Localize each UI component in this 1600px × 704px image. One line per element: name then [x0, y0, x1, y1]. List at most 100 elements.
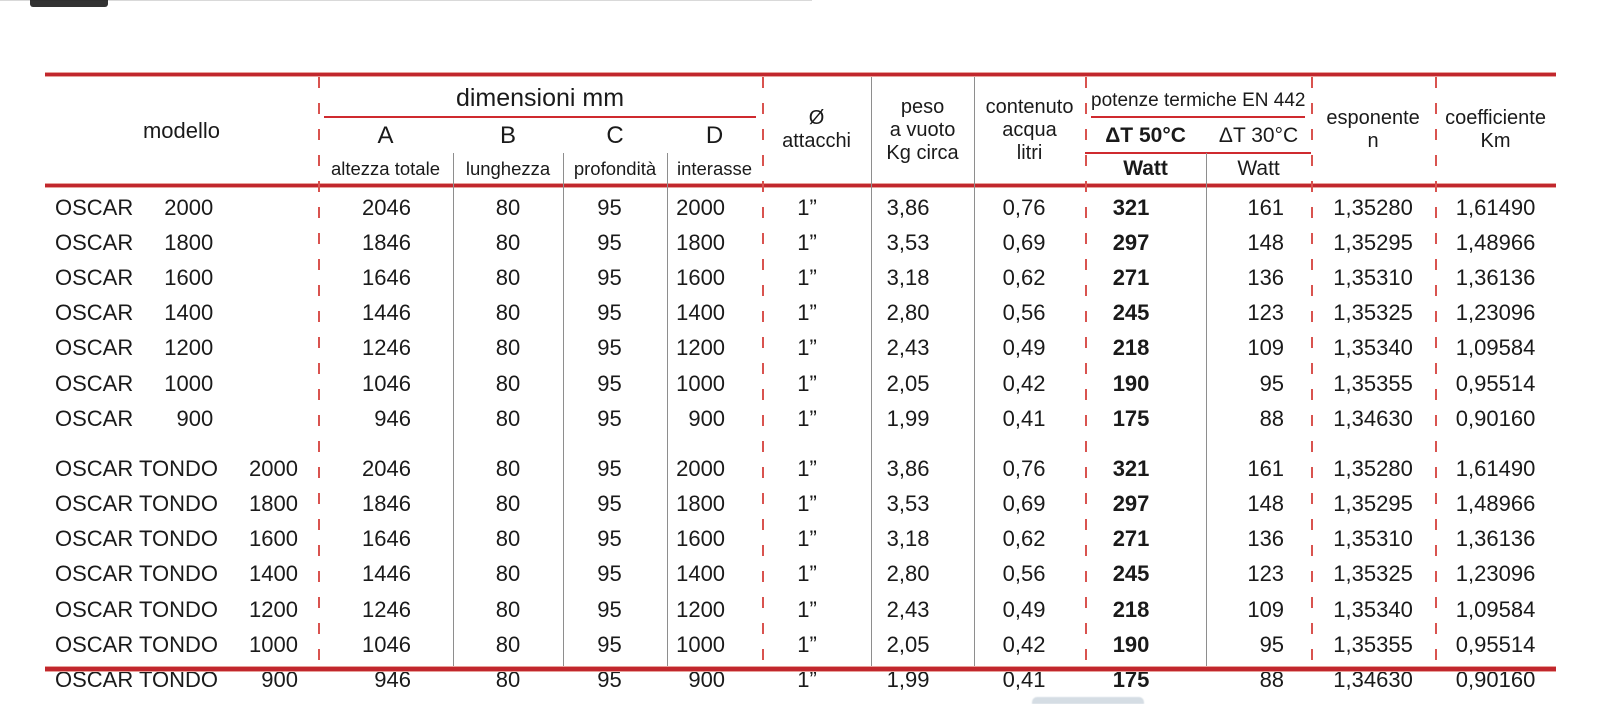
- header-potenze: potenze termiche EN 442: [1085, 77, 1311, 118]
- cell-watt-50: 218: [1112, 596, 1150, 622]
- cell-coefficiente: 1,23096: [1455, 300, 1536, 326]
- cell-interasse: 1400: [676, 561, 726, 587]
- cell-altezza: 1846: [362, 229, 411, 255]
- cell-interasse: 1200: [676, 596, 726, 622]
- column-separator-solid: [871, 77, 872, 666]
- cell-interasse: 1800: [676, 229, 726, 255]
- cell-model: OSCAR 1000: [45, 366, 318, 401]
- table-row: OSCAR TONDO 1000 1046 80 95 1000 1” 2,05 …: [45, 627, 1556, 662]
- cell-esponente: 1,35355: [1333, 631, 1413, 657]
- cell-profondita: 95: [597, 370, 622, 396]
- header-esponente: esponente n: [1311, 77, 1435, 183]
- cell-lunghezza: 80: [495, 526, 521, 552]
- cell-lunghezza: 80: [495, 596, 521, 622]
- cell-peso: 2,80: [886, 561, 930, 587]
- column-separator-dashed: [1311, 77, 1313, 666]
- header-dim-b: B: [499, 122, 516, 149]
- model-size: 1600: [164, 264, 214, 290]
- cell-profondita: 95: [597, 526, 622, 552]
- cell-watt-50: 175: [1112, 405, 1150, 431]
- model-size: 1000: [249, 631, 298, 657]
- cell-watt-50: 321: [1112, 455, 1150, 481]
- model-size: 1800: [164, 229, 214, 255]
- header-coefficiente: coefficiente Km: [1435, 77, 1556, 183]
- cell-lunghezza: 80: [495, 300, 521, 326]
- cell-contenuto: 0,56: [1002, 561, 1046, 587]
- cell-peso: 2,43: [886, 335, 930, 361]
- cell-interasse: 1400: [676, 300, 726, 326]
- model-size: 1400: [249, 561, 298, 587]
- cell-watt-30: 95: [1259, 631, 1285, 657]
- column-separator-solid: [563, 153, 564, 666]
- cell-lunghezza: 80: [495, 405, 521, 431]
- cell-attacchi: 1”: [797, 455, 817, 481]
- cell-watt-30: 123: [1247, 300, 1285, 326]
- spec-table: modello dimensioni mm Ø attacchi peso a …: [45, 77, 1556, 698]
- column-separator-dashed: [762, 77, 764, 666]
- header-sub-interasse: interasse: [676, 157, 753, 179]
- cell-model: OSCAR TONDO 1000: [45, 627, 318, 662]
- cell-coefficiente: 1,23096: [1455, 561, 1536, 587]
- cell-watt-30: 88: [1259, 405, 1285, 431]
- coefficiente-line-2: Km: [1480, 130, 1511, 152]
- cell-model: OSCAR 1800: [45, 225, 318, 260]
- model-size: 1000: [164, 370, 214, 396]
- cell-altezza: 1446: [362, 561, 411, 587]
- header-peso: peso a vuoto Kg circa: [871, 77, 974, 183]
- cell-watt-50: 190: [1112, 631, 1150, 657]
- cell-watt-30: 109: [1247, 596, 1285, 622]
- table-row: OSCAR TONDO 1200 1246 80 95 1200 1” 2,43 …: [45, 592, 1556, 627]
- cell-peso: 3,53: [886, 491, 930, 517]
- cropped-top-element: [30, 0, 108, 7]
- cell-lunghezza: 80: [495, 631, 521, 657]
- cell-interasse: 1200: [676, 335, 726, 361]
- cell-watt-30: 161: [1247, 194, 1285, 220]
- cell-coefficiente: 1,36136: [1455, 264, 1536, 290]
- cell-esponente: 1,35310: [1333, 264, 1413, 290]
- cell-peso: 3,18: [886, 526, 930, 552]
- cell-profondita: 95: [597, 229, 622, 255]
- cell-esponente: 1,35340: [1333, 335, 1413, 361]
- cell-interasse: 1600: [676, 526, 726, 552]
- cell-watt-50: 218: [1112, 335, 1150, 361]
- cell-watt-30: 136: [1247, 264, 1285, 290]
- cell-altezza: 1446: [362, 300, 411, 326]
- cell-altezza: 1646: [362, 264, 411, 290]
- header-dt50: ΔT 50°C: [1085, 118, 1207, 154]
- esponente-line-2: n: [1367, 130, 1379, 152]
- cell-peso: 1,99: [886, 405, 930, 431]
- cell-watt-50: 297: [1112, 229, 1150, 255]
- cell-watt-30: 95: [1259, 370, 1285, 396]
- model-size: 1800: [249, 491, 298, 517]
- cell-coefficiente: 1,48966: [1455, 229, 1536, 255]
- table-row: OSCAR 1800 1846 80 95 1800 1” 3,53 0,69 2…: [45, 225, 1556, 260]
- cell-attacchi: 1”: [797, 561, 817, 587]
- cell-altezza: 1046: [362, 631, 411, 657]
- header-sub-altezza: altezza totale: [330, 157, 440, 179]
- column-separator-dashed: [1435, 77, 1437, 666]
- table-row: OSCAR 900 946 80 95 900 1” 1,99 0,41 175 …: [45, 401, 1556, 436]
- spec-table-wrap: modello dimensioni mm Ø attacchi peso a …: [45, 72, 1556, 692]
- header-watt50: Watt: [1123, 157, 1168, 180]
- model-name: OSCAR: [55, 370, 134, 396]
- cell-coefficiente: 0,95514: [1455, 631, 1536, 657]
- header-dim-d: D: [705, 122, 724, 149]
- top-hairline: [0, 0, 812, 1]
- cell-watt-50: 245: [1112, 561, 1150, 587]
- cell-model: OSCAR TONDO 1800: [45, 487, 318, 522]
- cell-model: OSCAR 1200: [45, 331, 318, 366]
- cell-interasse: 1800: [676, 491, 726, 517]
- cell-lunghezza: 80: [495, 455, 521, 481]
- cell-attacchi: 1”: [797, 370, 817, 396]
- cell-attacchi: 1”: [797, 631, 817, 657]
- model-size: 2000: [249, 455, 298, 481]
- cell-attacchi: 1”: [797, 229, 817, 255]
- cell-model: OSCAR TONDO 1200: [45, 592, 318, 627]
- model-name: OSCAR: [55, 405, 134, 431]
- contenuto-line-2: acqua: [1002, 118, 1057, 141]
- cell-contenuto: 0,76: [1002, 455, 1046, 481]
- cell-contenuto: 0,49: [1002, 596, 1046, 622]
- cell-attacchi: 1”: [797, 667, 817, 693]
- cell-contenuto: 0,42: [1002, 631, 1046, 657]
- cell-attacchi: 1”: [797, 300, 817, 326]
